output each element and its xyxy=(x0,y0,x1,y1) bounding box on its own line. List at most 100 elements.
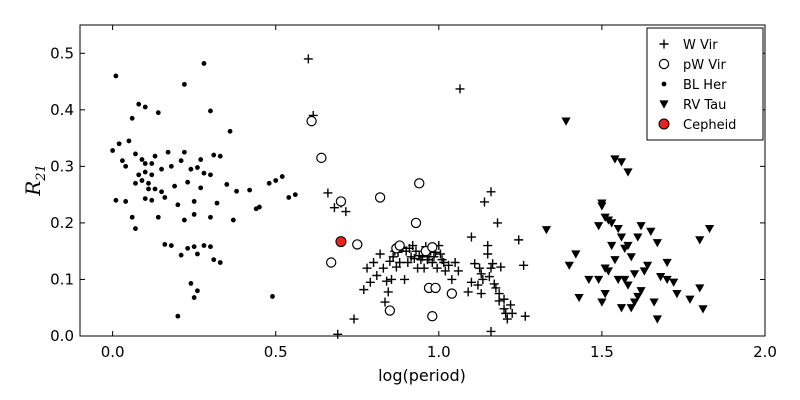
point-bl-her xyxy=(181,81,187,87)
point-w-vir xyxy=(494,296,504,306)
y-tick-label: 0.0 xyxy=(50,327,74,345)
y-tick-label: 0.3 xyxy=(50,157,74,175)
point-w-vir xyxy=(362,263,372,273)
point-bl-her xyxy=(188,166,194,172)
point-rv-tau xyxy=(603,267,614,276)
point-w-vir xyxy=(475,263,485,273)
point-bl-her xyxy=(120,158,125,164)
point-w-vir xyxy=(473,280,483,290)
point-pw-vir xyxy=(410,217,422,229)
legend-label-bl-her: BL Her xyxy=(683,78,727,93)
point-bl-her xyxy=(149,172,155,178)
point-w-vir xyxy=(323,188,333,198)
point-w-vir xyxy=(382,276,392,286)
point-w-vir xyxy=(432,263,442,273)
series-cepheid xyxy=(335,236,347,248)
x-tick-label: 2.0 xyxy=(753,343,777,361)
point-bl-her xyxy=(172,183,177,189)
point-bl-her xyxy=(201,61,207,66)
legend-marker-cepheid xyxy=(658,118,670,130)
point-pw-vir xyxy=(325,257,337,268)
point-rv-tau xyxy=(610,155,620,164)
point-bl-her xyxy=(113,197,119,203)
point-bl-her xyxy=(224,182,230,187)
point-w-vir xyxy=(409,254,419,264)
point-rv-tau xyxy=(610,256,620,265)
point-rv-tau xyxy=(594,222,604,231)
point-pw-vir xyxy=(316,152,327,164)
point-rv-tau xyxy=(613,275,623,285)
point-bl-her xyxy=(142,104,148,110)
point-rv-tau xyxy=(623,241,633,251)
point-w-vir xyxy=(341,207,351,217)
point-bl-her xyxy=(139,178,145,183)
point-bl-her xyxy=(133,226,138,231)
point-w-vir xyxy=(395,257,405,267)
point-rv-tau xyxy=(662,275,672,285)
point-rv-tau xyxy=(616,233,627,242)
point-bl-her xyxy=(198,185,204,191)
point-rv-tau xyxy=(564,261,574,270)
point-bl-her xyxy=(273,178,279,183)
point-bl-her xyxy=(110,148,116,153)
point-pw-vir xyxy=(427,242,438,253)
y-tick-label: 0.5 xyxy=(50,44,74,62)
point-bl-her xyxy=(123,199,129,204)
point-w-vir xyxy=(447,274,457,284)
point-w-vir xyxy=(489,279,499,289)
point-pw-vir xyxy=(414,178,425,189)
point-bl-her xyxy=(136,172,142,178)
point-bl-her xyxy=(195,288,200,294)
point-w-vir xyxy=(385,256,395,266)
point-w-vir xyxy=(476,289,486,299)
point-pw-vir xyxy=(384,305,396,316)
point-rv-tau xyxy=(633,233,643,242)
point-w-vir xyxy=(365,277,375,287)
point-w-vir xyxy=(514,235,524,245)
point-rv-tau xyxy=(629,298,640,307)
point-w-vir xyxy=(499,304,509,314)
point-pw-vir xyxy=(352,239,363,250)
point-bl-her xyxy=(286,195,292,200)
point-w-vir xyxy=(466,232,476,242)
point-bl-her xyxy=(292,192,298,198)
point-cepheid xyxy=(335,236,347,248)
point-w-vir xyxy=(483,241,493,251)
point-w-vir xyxy=(506,300,516,310)
point-bl-her xyxy=(159,189,164,195)
point-rv-tau xyxy=(607,241,617,251)
point-bl-her xyxy=(208,108,213,114)
point-rv-tau xyxy=(636,222,646,231)
point-bl-her xyxy=(217,153,223,159)
point-w-vir xyxy=(444,260,454,270)
point-w-vir xyxy=(380,297,390,307)
point-bl-her xyxy=(201,243,207,248)
point-bl-her xyxy=(211,152,217,158)
point-rv-tau xyxy=(642,261,653,270)
point-bl-her xyxy=(113,73,119,79)
point-w-vir xyxy=(375,249,385,259)
point-w-vir xyxy=(483,249,493,259)
point-w-vir xyxy=(519,260,529,270)
point-pw-vir xyxy=(446,288,458,299)
point-w-vir xyxy=(400,274,410,284)
y-tick-label: 0.4 xyxy=(50,101,74,119)
point-w-vir xyxy=(349,314,359,324)
point-bl-her xyxy=(185,245,191,251)
point-bl-her xyxy=(129,115,135,121)
point-bl-her xyxy=(152,186,158,192)
point-bl-her xyxy=(185,179,191,185)
point-rv-tau xyxy=(672,289,682,299)
point-bl-her xyxy=(123,163,129,169)
point-bl-her xyxy=(181,217,187,223)
point-bl-her xyxy=(266,180,272,186)
point-rv-tau xyxy=(669,278,679,287)
point-w-vir xyxy=(488,259,498,269)
legend-marker-bl-her xyxy=(661,81,667,87)
legend: W Vir pW Vir BL Her RV Tau Cepheid xyxy=(646,27,764,141)
point-rv-tau xyxy=(626,253,636,262)
legend-marker-pw-vir xyxy=(658,58,670,70)
point-bl-her xyxy=(195,165,200,170)
x-tick-label: 1.5 xyxy=(590,343,614,361)
point-bl-her xyxy=(214,200,220,206)
